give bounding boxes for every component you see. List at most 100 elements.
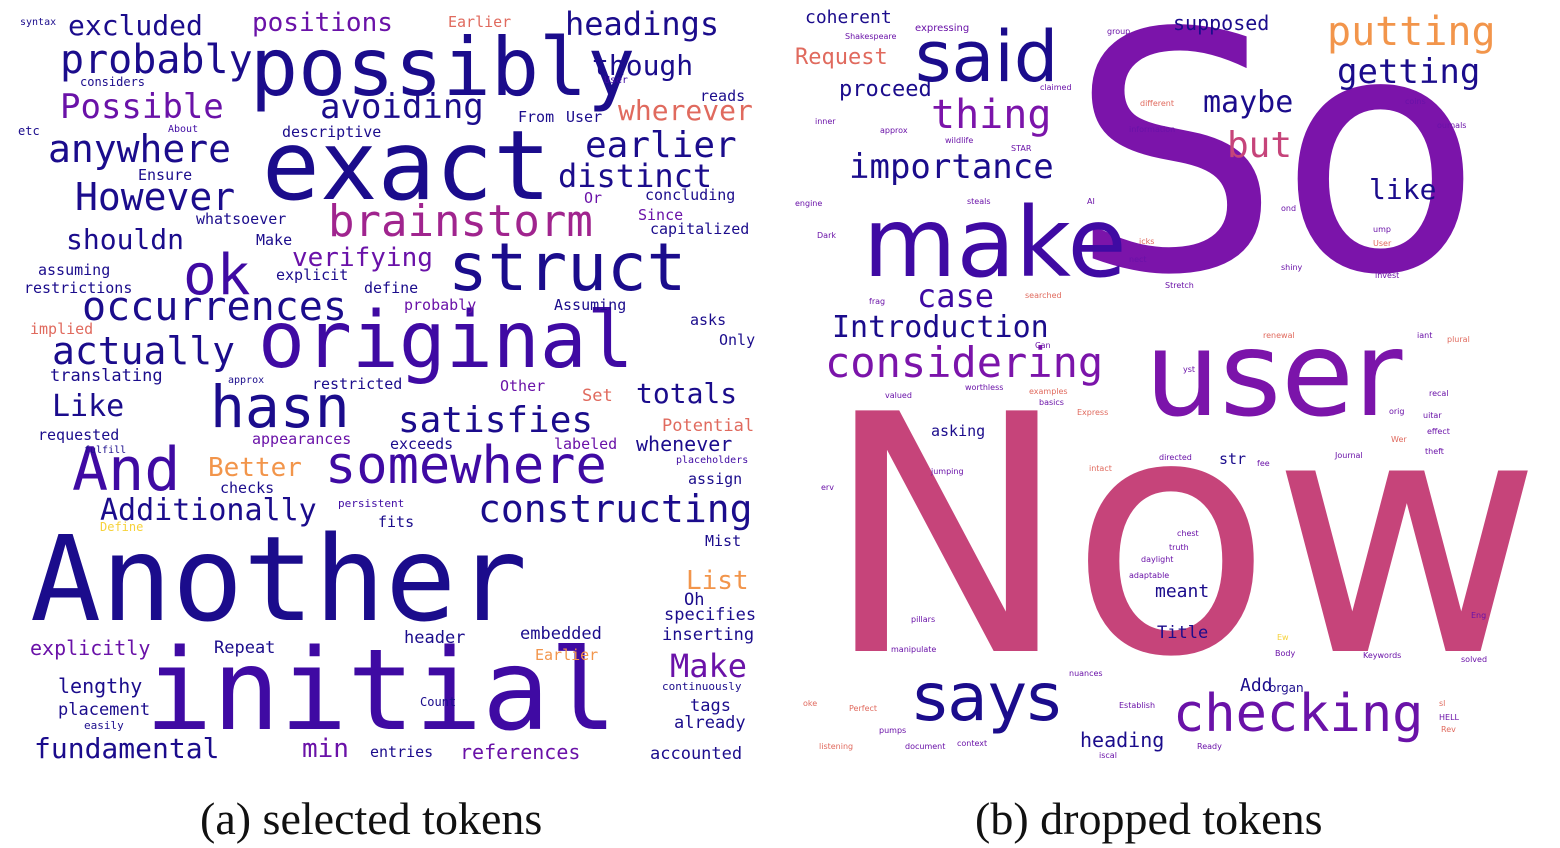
word-token: occurrences	[82, 284, 347, 330]
word-token: actually	[52, 329, 236, 373]
word-token: iscal	[1099, 751, 1117, 760]
word-token: explicitly	[30, 636, 151, 660]
word-token: header	[404, 628, 466, 648]
word-token: User	[566, 108, 603, 126]
word-token: erv	[821, 483, 834, 492]
word-token: jumping	[931, 467, 964, 476]
word-token: effect	[1427, 427, 1450, 436]
word-token: requested	[38, 426, 120, 444]
word-token: Add	[1240, 675, 1273, 696]
word-token: Oh	[684, 590, 705, 610]
word-token: initial	[145, 626, 618, 756]
word-token: Another	[30, 510, 528, 648]
word-token: placement	[58, 700, 151, 720]
word-token: assign	[688, 470, 743, 488]
word-token: brainstorm	[328, 196, 593, 247]
word-token: manipulate	[891, 645, 937, 654]
word-token: fulfill	[84, 445, 127, 456]
selected-tokens-wordcloud: Another initial exact possibly original struc…	[0, 0, 775, 770]
word-token: fee	[1257, 459, 1270, 468]
word-token: shouldn	[66, 223, 185, 256]
caption-selected-tokens: (a) selected tokens	[200, 793, 543, 844]
word-token: putting	[1327, 9, 1496, 55]
word-token: Like	[52, 389, 125, 424]
word-token: wildlife	[945, 136, 974, 145]
word-token: Wer	[1391, 435, 1407, 444]
word-token: maybe	[1203, 85, 1294, 120]
word-token: lengthy	[58, 674, 143, 698]
word-token: From	[518, 108, 555, 126]
word-token: continuously	[662, 680, 742, 693]
word-token: theft	[1425, 447, 1444, 456]
word-token: Repeat	[214, 638, 276, 658]
word-token: yst	[1183, 365, 1196, 374]
word-token: information	[1129, 125, 1176, 134]
word-token: nect	[1129, 255, 1147, 264]
word-token: approx	[880, 126, 908, 135]
word-token: concluding	[645, 186, 736, 204]
word-token: considering	[825, 338, 1104, 387]
word-token: STAR	[1011, 144, 1032, 153]
word-token: Introduction	[832, 310, 1049, 345]
word-token: already	[674, 713, 746, 733]
word-token: solved	[1461, 655, 1488, 664]
word-token: Count	[420, 695, 457, 709]
word-token: approx	[228, 375, 265, 386]
word-token: Additionally	[100, 493, 317, 528]
word-token: probably	[404, 296, 477, 314]
word-token: Other	[500, 377, 546, 395]
word-token: constructing	[478, 487, 753, 531]
word-token: searched	[1025, 291, 1062, 300]
word-token: capitalized	[650, 220, 750, 238]
word-token: Define	[100, 520, 144, 534]
word-token: exceeds	[390, 435, 454, 453]
word-token: ournals	[1437, 121, 1467, 130]
word-token: expressing	[915, 23, 970, 34]
word-token: struct	[448, 229, 687, 306]
word-token: Ew	[1277, 633, 1289, 642]
word-token: Perfect	[849, 704, 878, 713]
word-token: tags	[690, 696, 731, 716]
word-token: Establish	[1119, 701, 1156, 710]
word-token: renewal	[1263, 331, 1295, 340]
word-token: references	[460, 740, 581, 764]
word-token: frag	[869, 297, 886, 306]
word-token: However	[75, 175, 236, 219]
word-token: case	[917, 277, 995, 315]
word-token: explicit	[276, 266, 349, 284]
word-token: avoiding	[320, 87, 484, 127]
word-token: fundamental	[34, 732, 220, 765]
word-token: orig	[1389, 407, 1405, 416]
word-token: reads	[700, 87, 746, 105]
word-token: pillars	[911, 615, 936, 624]
word-token: AI	[1087, 197, 1095, 206]
caption-dropped-tokens: (b) dropped tokens	[975, 793, 1323, 844]
word-token: fits	[378, 513, 415, 531]
word-token: Better	[208, 453, 302, 483]
word-token: Journal	[1335, 451, 1363, 460]
word-token: define	[364, 279, 419, 297]
word-token: make	[863, 187, 1127, 299]
word-token: original	[258, 296, 634, 386]
word-token: Mist	[705, 532, 742, 550]
word-token: persistent	[338, 497, 405, 510]
word-token: proceed	[839, 77, 932, 102]
word-token: anywhere	[48, 127, 232, 171]
word-token: possibly	[250, 21, 636, 114]
word-token: distinct	[558, 157, 713, 195]
word-token: hasn	[210, 373, 350, 441]
word-token: steals	[967, 197, 991, 206]
word-token: valued	[885, 391, 912, 400]
word-token: List	[686, 566, 749, 596]
word-token: importance	[849, 147, 1054, 187]
word-token: Title	[1157, 623, 1209, 643]
word-token: Assuming	[554, 296, 627, 314]
dropped-tokens-wordcloud: So Now user make said says checking considering…	[785, 0, 1560, 770]
word-token: directed	[1159, 453, 1192, 462]
word-token: HELL	[1439, 713, 1459, 722]
word-token: sl	[1439, 699, 1446, 708]
word-token: icks	[1139, 237, 1155, 246]
word-token: adaptable	[1129, 571, 1170, 580]
word-token: said	[915, 16, 1059, 98]
word-token: str	[1219, 450, 1247, 468]
